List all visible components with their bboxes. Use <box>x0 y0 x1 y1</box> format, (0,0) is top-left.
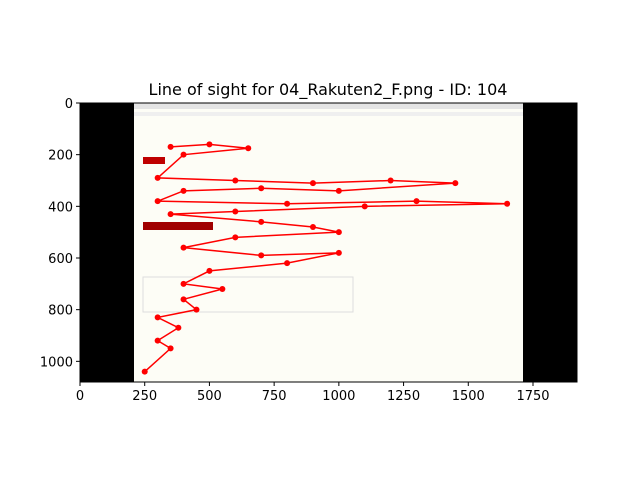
x-tick-label: 250 <box>132 389 157 404</box>
y-tick-label: 200 <box>48 149 73 164</box>
gaze-point <box>193 306 200 313</box>
x-tick-label: 1500 <box>452 389 485 404</box>
gaze-point <box>361 203 368 210</box>
gaze-point <box>167 211 174 218</box>
gaze-point <box>180 244 187 251</box>
gaze-point <box>180 296 187 303</box>
y-tick-label: 400 <box>48 200 73 215</box>
chart-title: Line of sight for 04_Rakuten2_F.png - ID… <box>149 80 508 100</box>
gaze-point <box>452 180 459 187</box>
x-tick-label: 0 <box>76 389 84 404</box>
gaze-point <box>141 368 148 375</box>
background-image <box>80 103 577 382</box>
x-tick-label: 1750 <box>516 389 549 404</box>
gaze-point <box>284 260 291 267</box>
x-tick-label: 1250 <box>387 389 420 404</box>
toolbar <box>134 112 523 116</box>
gaze-point <box>175 324 182 331</box>
logo <box>143 157 165 164</box>
gaze-point <box>154 174 161 181</box>
gaze-point <box>232 234 239 241</box>
gaze-point <box>219 286 226 292</box>
gaze-point <box>258 252 265 259</box>
black-band <box>80 103 134 382</box>
gaze-point <box>167 143 174 150</box>
gaze-point <box>154 314 161 321</box>
gaze-point <box>206 267 213 274</box>
gaze-point <box>245 145 252 152</box>
axes-frame <box>79 102 578 383</box>
gaze-point <box>232 177 239 184</box>
x-tick-label: 1000 <box>322 389 355 404</box>
gaze-point <box>258 218 265 225</box>
gaze-point <box>335 249 342 256</box>
gaze-point <box>284 200 291 207</box>
gaze-point <box>167 345 174 352</box>
gaze-point <box>154 337 161 344</box>
gaze-point <box>180 280 187 287</box>
gaze-point <box>504 200 511 207</box>
x-tick-label: 750 <box>262 389 287 404</box>
gaze-point <box>180 151 187 158</box>
black-band <box>523 103 577 382</box>
gaze-point <box>387 177 394 184</box>
gaze-point <box>309 180 316 187</box>
gaze-point <box>154 198 161 205</box>
gaze-point <box>413 198 420 205</box>
y-tick-label: 800 <box>48 304 73 319</box>
button <box>143 222 213 230</box>
y-tick-label: 600 <box>48 252 73 267</box>
gaze-point <box>232 208 239 215</box>
y-tick-label: 0 <box>65 97 73 112</box>
gaze-point <box>335 187 342 194</box>
gaze-point <box>258 185 265 192</box>
gaze-point <box>309 224 316 230</box>
gaze-point <box>206 141 213 148</box>
window-bar <box>134 103 523 109</box>
gaze-point <box>335 229 342 236</box>
screenshot <box>134 103 523 382</box>
gaze-point <box>180 187 187 194</box>
x-tick-label: 500 <box>197 389 222 404</box>
y-tick-label: 1000 <box>40 355 73 370</box>
box <box>142 276 354 313</box>
